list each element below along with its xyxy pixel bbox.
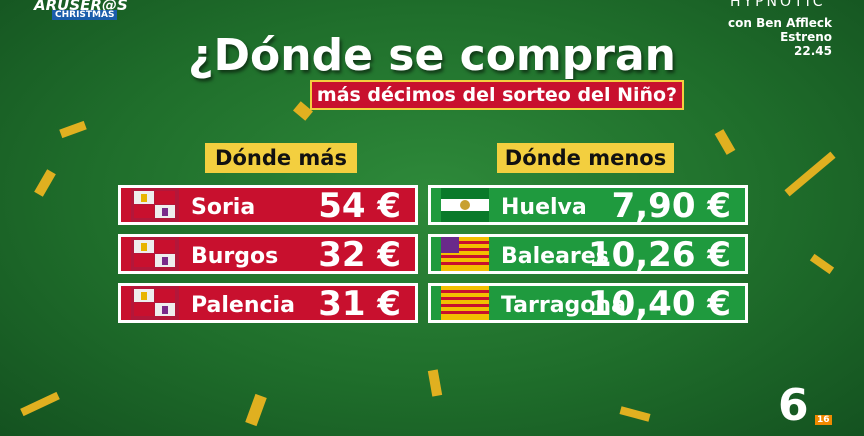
logo-sub: CHRISTMAS bbox=[52, 10, 118, 20]
flag bbox=[131, 188, 179, 222]
price: 32 € bbox=[318, 235, 401, 275]
price: 10,40 € bbox=[587, 284, 731, 324]
table-row: Palencia 31 € bbox=[118, 283, 418, 323]
subtitle: más décimos del sorteo del Niño? bbox=[310, 80, 684, 110]
confetti bbox=[427, 369, 443, 397]
age-rating: 16 bbox=[815, 415, 832, 425]
promo-time: 22.45 bbox=[794, 44, 832, 58]
title: ¿Dónde se compran bbox=[188, 30, 676, 81]
confetti bbox=[245, 393, 267, 427]
flag bbox=[441, 237, 489, 271]
price: 7,90 € bbox=[611, 186, 731, 226]
region-name: Tarragona bbox=[501, 293, 626, 318]
region-name: Palencia bbox=[191, 293, 295, 318]
region-name: Huelva bbox=[501, 195, 587, 220]
confetti bbox=[809, 253, 835, 275]
confetti bbox=[784, 151, 836, 197]
price: 31 € bbox=[318, 284, 401, 324]
promo-line: Estreno bbox=[780, 30, 832, 44]
promo-title: HYPNOTIC bbox=[730, 0, 826, 10]
price: 54 € bbox=[318, 186, 401, 226]
region-name: Burgos bbox=[191, 244, 279, 269]
table-heading: Dónde menos bbox=[497, 143, 674, 173]
flag bbox=[441, 286, 489, 320]
promo: con Ben Affleck Estreno 22.45 bbox=[728, 16, 832, 58]
confetti bbox=[714, 129, 736, 155]
confetti bbox=[59, 120, 87, 139]
table-row: Huelva 7,90 € bbox=[428, 185, 748, 225]
confetti bbox=[34, 169, 56, 197]
table-row: Baleares 10,26 € bbox=[428, 234, 748, 274]
channel-logo: 6 bbox=[778, 380, 809, 431]
confetti bbox=[20, 391, 60, 417]
flag bbox=[131, 286, 179, 320]
promo-line: con Ben Affleck bbox=[728, 16, 832, 30]
confetti bbox=[619, 406, 651, 422]
region-name: Soria bbox=[191, 195, 256, 220]
table-row: Burgos 32 € bbox=[118, 234, 418, 274]
table-heading: Dónde más bbox=[205, 143, 357, 173]
flag bbox=[441, 188, 489, 222]
table-row: Tarragona 10,40 € bbox=[428, 283, 748, 323]
price: 10,26 € bbox=[587, 235, 731, 275]
flag bbox=[131, 237, 179, 271]
table-row: Soria 54 € bbox=[118, 185, 418, 225]
region-name: Baleares bbox=[501, 244, 609, 269]
